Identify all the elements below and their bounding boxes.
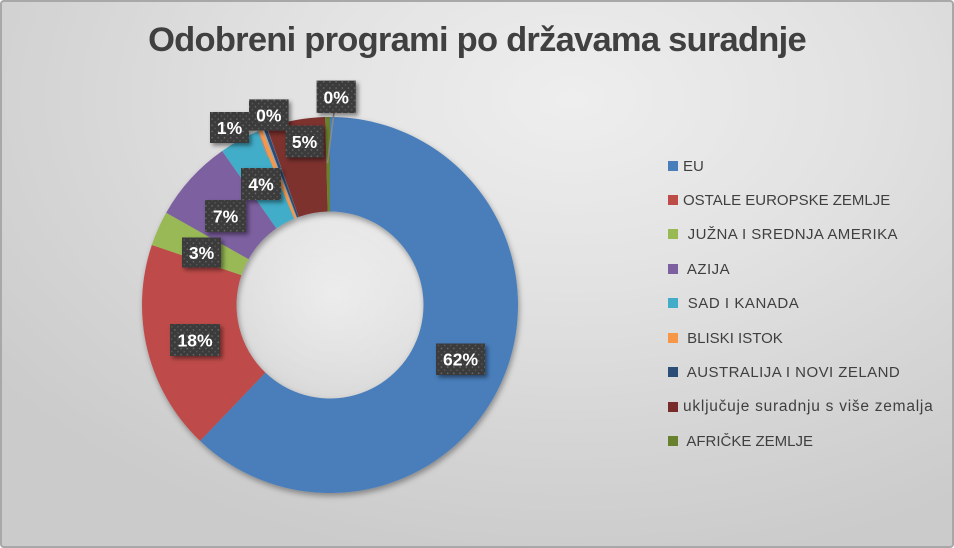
svg-text:7%: 7% (213, 207, 239, 227)
svg-text:3%: 3% (189, 243, 215, 263)
svg-text:18%: 18% (177, 331, 212, 351)
svg-text:62%: 62% (443, 350, 478, 370)
svg-text:4%: 4% (248, 175, 274, 195)
svg-text:0%: 0% (324, 87, 350, 107)
svg-text:0%: 0% (256, 106, 282, 126)
svg-text:5%: 5% (292, 132, 318, 152)
svg-text:1%: 1% (217, 118, 243, 138)
